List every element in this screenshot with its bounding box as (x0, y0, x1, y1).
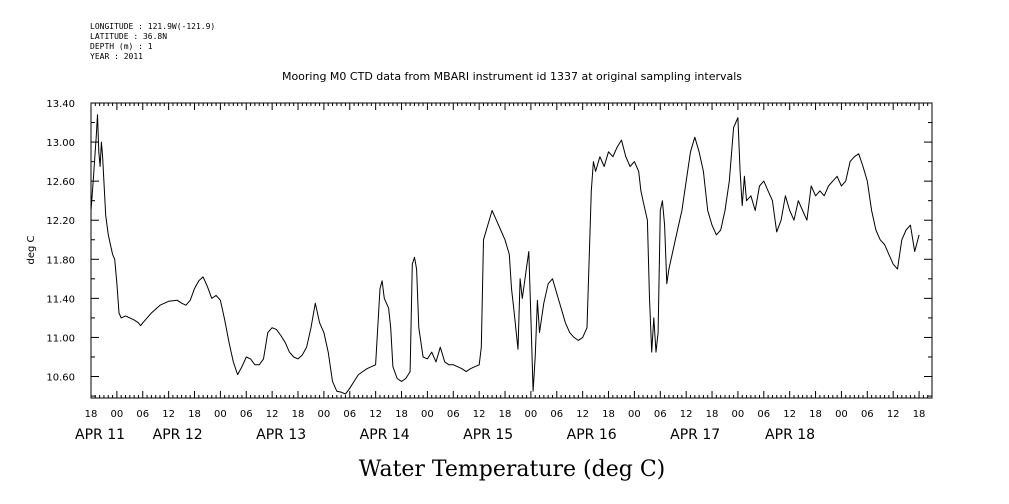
longitude-label: LONGITUDE : 121.9W(-121.9) (90, 22, 216, 31)
y-tick-label: 11.80 (46, 255, 75, 266)
day-label: APR 11 (75, 427, 125, 443)
y-tick-label: 10.60 (46, 373, 75, 384)
x-tick-label: 18 (913, 409, 926, 420)
x-tick-label: 12 (266, 409, 279, 420)
x-axis-hour-labels: 18 00 06 12 18 00 06 12 18 00 06 12 18 00 06 12 18 00 06 12… (85, 409, 926, 420)
water-temperature-series-line (90, 114, 920, 395)
x-tick-label: 00 (835, 409, 848, 420)
x-tick-label: 00 (628, 409, 641, 420)
day-label: APR 13 (256, 427, 306, 443)
y-axis-label: deg C (26, 235, 37, 264)
axis-ticks (90, 102, 933, 398)
x-tick-label: 06 (654, 409, 667, 420)
series-group (90, 114, 920, 395)
x-tick-label: 18 (292, 409, 305, 420)
x-tick-label: 18 (499, 409, 512, 420)
x-tick-label: 12 (783, 409, 796, 420)
x-tick-label: 18 (706, 409, 719, 420)
x-tick-label: 12 (162, 409, 175, 420)
y-tick-label: 12.60 (46, 177, 75, 188)
chart-title: Mooring M0 CTD data from MBARI instrumen… (282, 70, 742, 83)
day-label: APR 18 (765, 427, 815, 443)
y-tick-label: 11.00 (46, 333, 75, 344)
plot-area (90, 102, 933, 399)
x-tick-label: 06 (550, 409, 563, 420)
plot-border (90, 102, 933, 399)
x-tick-label: 12 (369, 409, 382, 420)
x-tick-label: 18 (395, 409, 408, 420)
x-axis-day-labels: APR 11 APR 12 APR 13 APR 14 APR 15 APR 16 APR … (75, 427, 815, 443)
day-label: APR 14 (360, 427, 410, 443)
x-tick-label: 00 (732, 409, 745, 420)
x-tick-label: 06 (861, 409, 874, 420)
x-tick-label: 06 (757, 409, 770, 420)
y-tick-label: 13.00 (46, 138, 75, 149)
x-tick-label: 18 (188, 409, 201, 420)
x-tick-label: 00 (111, 409, 124, 420)
x-tick-label: 00 (421, 409, 434, 420)
x-tick-label: 06 (447, 409, 460, 420)
y-tick-label: 12.20 (46, 216, 75, 227)
y-tick-label: 13.40 (46, 99, 75, 110)
x-tick-label: 12 (473, 409, 486, 420)
y-tick-label: 11.40 (46, 294, 75, 305)
metadata-block: LONGITUDE : 121.9W(-121.9) LATITUDE : 36… (90, 22, 215, 62)
x-tick-label: 06 (343, 409, 356, 420)
x-tick-label: 06 (240, 409, 253, 420)
x-tick-label: 18 (602, 409, 615, 420)
x-tick-label: 00 (214, 409, 227, 420)
day-label: APR 16 (567, 427, 617, 443)
day-label: APR 12 (153, 427, 203, 443)
x-tick-label: 18 (85, 409, 98, 420)
x-tick-label: 12 (680, 409, 693, 420)
day-label: APR 17 (670, 427, 720, 443)
depth-label: DEPTH (m) : 1 (90, 42, 153, 51)
x-tick-label: 12 (887, 409, 900, 420)
x-tick-label: 18 (809, 409, 822, 420)
year-label: YEAR : 2011 (90, 52, 143, 61)
y-axis-labels: 13.40 13.00 12.60 12.20 11.80 11.40 11.00 10.60 (46, 99, 75, 384)
x-tick-label: 00 (318, 409, 331, 420)
day-label: APR 15 (463, 427, 513, 443)
x-tick-label: 06 (136, 409, 149, 420)
x-axis-label: Water Temperature (deg C) (359, 457, 666, 482)
x-tick-label: 00 (525, 409, 538, 420)
x-tick-label: 12 (576, 409, 589, 420)
latitude-label: LATITUDE : 36.8N (90, 32, 168, 41)
